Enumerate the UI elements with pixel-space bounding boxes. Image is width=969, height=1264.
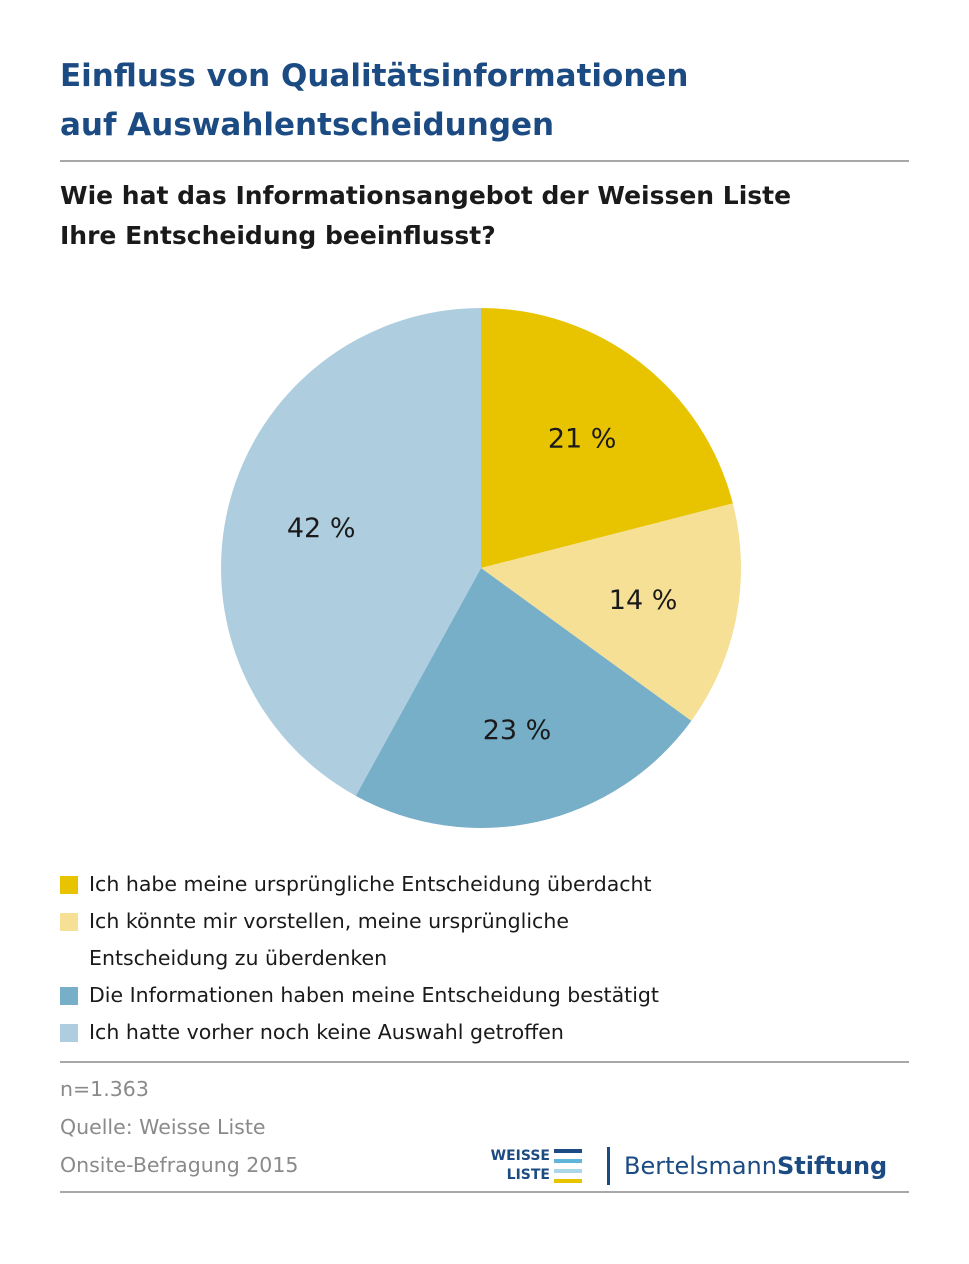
pie-slice-no-choice-yet — [221, 308, 482, 796]
legend-label-could-reconsider-line-2: Entscheidung zu überdenken — [89, 946, 388, 970]
survey-question-line-2: Ihre Entscheidung beeinflusst? — [60, 221, 496, 250]
pie-slice-confirmed — [355, 568, 692, 828]
legend-item-could-reconsider: Ich könnte mir vorstellen, meine ursprün… — [60, 903, 920, 977]
source-note: Quelle: Weisse Liste — [60, 1115, 266, 1139]
weisse-liste-logo-bar-2 — [554, 1159, 582, 1163]
chart-title: Einfluss von Qualitätsinformationen auf … — [60, 52, 920, 150]
weisse-liste-logo: WEISSE LISTE — [472, 1147, 582, 1187]
footer-notes: n=1.363 Quelle: Weisse Liste Onsite-Befr… — [60, 1070, 298, 1184]
legend-item-confirmed: Die Informationen haben meine Entscheidu… — [60, 977, 920, 1014]
data-label-could-reconsider: 14 % — [609, 585, 678, 616]
legend-swatch-reconsidered — [60, 876, 78, 894]
bertelsmann-logo-bold: Stiftung — [776, 1152, 888, 1180]
legend-label-could-reconsider-line-1: Ich könnte mir vorstellen, meine ursprün… — [89, 909, 569, 933]
chart-title-line-2: auf Auswahlentscheidungen — [60, 107, 555, 143]
bertelsmann-stiftung-logo: BertelsmannStiftung — [624, 1150, 887, 1182]
chart-legend: Ich habe meine ursprüngliche Entscheidun… — [60, 866, 920, 1051]
bertelsmann-logo-regular: Bertelsmann — [624, 1152, 777, 1180]
weisse-liste-logo-line-2: LISTE — [506, 1167, 550, 1183]
logo-divider — [607, 1147, 610, 1185]
survey-note: Onsite-Befragung 2015 — [60, 1153, 299, 1177]
chart-title-line-1: Einfluss von Qualitätsinformationen — [60, 58, 689, 94]
legend-item-reconsidered: Ich habe meine ursprüngliche Entscheidun… — [60, 866, 920, 903]
legend-swatch-could-reconsider — [60, 913, 78, 931]
pie-slice-reconsidered — [481, 308, 733, 568]
weisse-liste-logo-line-1: WEISSE — [490, 1148, 550, 1164]
data-label-confirmed: 23 % — [483, 715, 552, 746]
pie-chart: 21 % 14 % 23 % 42 % — [221, 308, 741, 828]
legend-label-no-choice-yet: Ich hatte vorher noch keine Auswahl getr… — [89, 1020, 564, 1044]
legend-item-no-choice-yet: Ich hatte vorher noch keine Auswahl getr… — [60, 1014, 920, 1051]
data-label-no-choice-yet: 42 % — [287, 513, 356, 544]
legend-swatch-confirmed — [60, 987, 78, 1005]
weisse-liste-logo-bar-3 — [554, 1169, 582, 1173]
title-divider — [60, 160, 909, 162]
footer-divider — [60, 1191, 909, 1193]
pie-slice-could-reconsider — [481, 503, 741, 721]
legend-divider — [60, 1061, 909, 1063]
sample-size: n=1.363 — [60, 1077, 149, 1101]
weisse-liste-logo-bar-4 — [554, 1179, 582, 1183]
weisse-liste-logo-bar-1 — [554, 1149, 582, 1153]
legend-label-confirmed: Die Informationen haben meine Entscheidu… — [89, 983, 659, 1007]
survey-question: Wie hat das Informationsangebot der Weis… — [60, 176, 920, 256]
data-label-reconsidered: 21 % — [548, 424, 617, 455]
legend-swatch-no-choice-yet — [60, 1024, 78, 1042]
legend-label-reconsidered: Ich habe meine ursprüngliche Entscheidun… — [89, 872, 652, 896]
survey-question-line-1: Wie hat das Informationsangebot der Weis… — [60, 181, 792, 210]
